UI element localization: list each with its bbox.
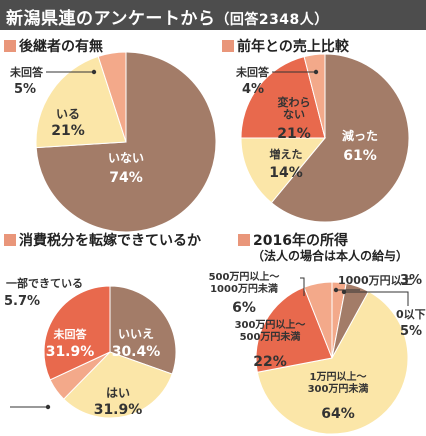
slice-value: 14% [269,165,303,181]
pie-slice-1-0 [270,53,410,223]
slice-value: 4% [242,82,264,97]
slice-value: 64% [321,406,355,422]
leader-dot [91,69,97,75]
pie-slice-0-1 [35,55,127,149]
slice-label: 未回答 [235,65,270,79]
leader-line [344,291,409,306]
leader-dot [333,287,339,293]
chart3-title: 消費税分を転嫁できているか [4,230,201,250]
slice-value: 74% [109,170,143,186]
slice-value: 30.4% [112,344,161,360]
slice-label: 300万円未満 [308,382,369,395]
slice-label: 変わら [278,95,311,109]
slice-value: 21% [277,126,311,142]
slice-value: 31.9% [94,402,143,418]
slice-value: 31.9% [46,344,95,360]
slice-label: 500万円未満 [240,330,301,343]
slice-label: 減った [342,128,378,143]
leader-dot [45,404,51,410]
slice-label: 1000万円以上 [338,273,413,287]
chart2-title: 前年との売上比較 [222,36,349,56]
slice-value: 5% [400,324,422,339]
pie-slice-2-3 [43,285,111,381]
pie-slice-1-2 [240,56,326,139]
slice-value: 61% [343,148,377,164]
slice-label: 未回答 [53,327,88,341]
slice-value: 21% [51,123,85,139]
page-title: 新潟県連のアンケートから（回答2348人） [6,9,329,29]
square-bullet-icon [238,234,250,246]
slice-label: 300万円以上～ [235,318,306,331]
slice-label: 0以下 [396,308,426,321]
slice-label: 未回答 [9,65,44,79]
slice-label: 一部できている [6,276,83,290]
slice-label: いいえ [118,327,154,341]
pie-slice-1-1 [240,137,327,204]
chart4-title: 2016年の所得 [238,230,348,250]
chart4-subtitle: （法人の場合は本人の給与） [252,249,409,263]
leader-line [300,277,305,296]
leader-dot [341,289,347,295]
header-bar: 新潟県連のアンケートから（回答2348人） [0,0,426,30]
pie-slice-0-2 [97,51,127,143]
square-bullet-icon [4,40,16,52]
pie-slice-3-3 [255,286,333,373]
slice-label: 1万円以上～ [310,370,367,383]
pie-slice-2-0 [109,285,177,375]
slice-value: 3% [400,273,422,288]
square-bullet-icon [222,40,234,52]
pie-slice-2-1 [63,351,173,419]
slice-label: 1000万円未満 [210,282,278,295]
pie-slice-3-2 [256,290,409,435]
pie-slice-1-3 [303,53,326,139]
slice-value: 22% [253,354,287,370]
slice-label: いる [56,107,80,121]
slice-value: 5% [14,82,36,97]
slice-value: 6% [232,300,256,316]
leader-dot [313,69,319,75]
slice-label: はい [106,386,130,400]
respondents-count: （回答2348人） [215,12,329,28]
slice-label: ない [283,108,305,121]
slice-label: いない [108,151,144,165]
square-bullet-icon [4,234,16,246]
slice-value: 5.7% [4,294,40,309]
slice-label: 増えた [270,147,303,161]
chart1-title: 後継者の有無 [4,36,103,56]
slice-label: 500万円以上～ [209,270,280,283]
